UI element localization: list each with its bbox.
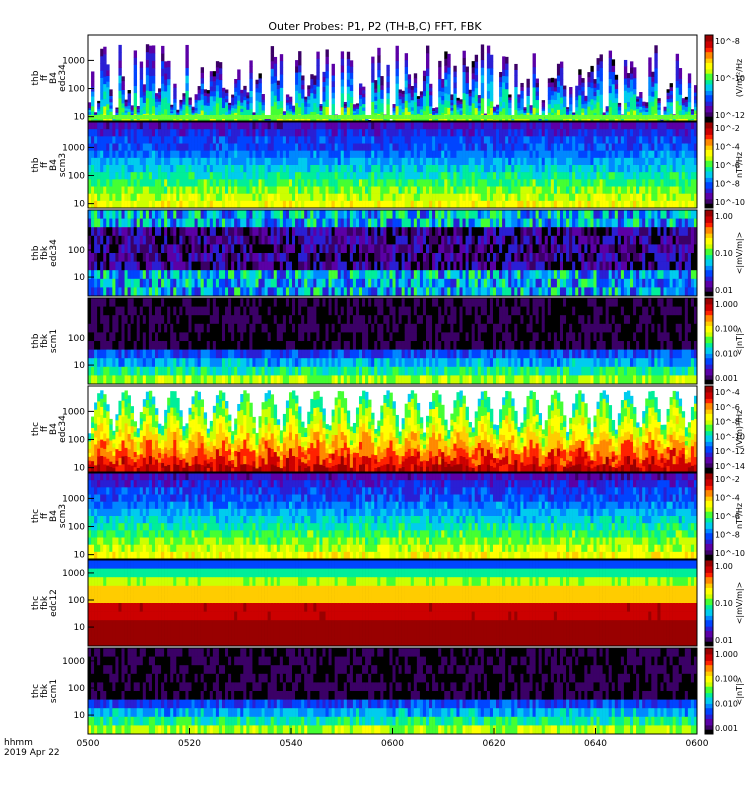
panel-label-line: scm1: [49, 679, 59, 703]
x-tick-label: 0540: [280, 739, 303, 749]
panel-label: thb fbk edc34: [31, 239, 59, 267]
panel-label: thc ff B4 scm3: [31, 504, 68, 528]
y-tick-label: 10: [74, 113, 86, 123]
colorbar-tick-label: 0.10: [715, 599, 733, 608]
colorbar-unit-label: <|nT|>: [735, 327, 744, 356]
y-tick-label: 100: [68, 246, 85, 256]
colorbar: 1.00 0.10 0.01 <|mV/m|>: [705, 210, 744, 296]
panel-label-line: edc34: [58, 64, 68, 92]
y-tick-label: 10: [74, 361, 86, 371]
y-tick-label: 10: [74, 623, 86, 633]
y-tick-label: 100: [68, 334, 85, 344]
panel-label-line: edc12: [49, 589, 59, 617]
colorbar-tick-label: 1.00: [715, 212, 733, 221]
y-tick-label: 10: [74, 200, 86, 210]
colorbar-tick-label: 10^-2: [715, 124, 740, 133]
colorbar: 10^-410^-610^-810^-1010^-1210^-14(V/m)²/…: [705, 386, 745, 472]
colorbar-unit-label: <|mV/m|>: [735, 232, 744, 275]
colorbar-unit-label: <|nT|>: [735, 677, 744, 706]
colorbar-tick-label: 1.000: [715, 300, 738, 309]
panel-thb-fbk-edc34: 100 10 thb fbk edc34 1.00 0.10 0.01 <|mV/m|>: [31, 210, 744, 296]
x-tick-label: 0500: [77, 739, 100, 749]
y-tick-label: 10: [74, 273, 86, 283]
colorbar-tick-label: 10^-10: [715, 198, 745, 207]
x-tick-label: 0600: [381, 739, 404, 749]
colorbar: 1.00 0.10 0.01 <|mV/m|>: [705, 560, 744, 646]
colorbar-tick-label: 10^-4: [715, 143, 740, 152]
colorbar-unit-label: nT²/Hz: [735, 503, 744, 529]
y-tick-label: 100: [68, 684, 85, 694]
x-tick-label: 0520: [178, 739, 201, 749]
panel-label-line: scm1: [49, 329, 59, 353]
colorbar-tick-label: 10^-8: [715, 37, 740, 46]
panel-label-line: scm3: [58, 504, 68, 528]
colorbar-tick-label: 1.00: [715, 562, 733, 571]
colorbar-unit-label: (V/m)²/Hz: [735, 59, 744, 97]
date-label: 2019 Apr 22: [4, 748, 60, 758]
panel-label: thb ff B4 scm3: [31, 153, 68, 177]
colorbar-tick-label: 10^-4: [715, 494, 740, 503]
colorbar-unit-label: (V/m)²/Hz: [735, 410, 744, 448]
colorbar-tick-label: 0.01: [715, 286, 733, 295]
colorbar-unit-label: nT²/Hz: [735, 152, 744, 178]
y-tick-label: 100: [68, 523, 85, 533]
x-tick-label: 0600: [686, 739, 709, 749]
y-tick-label: 100: [68, 85, 85, 95]
panel-label-line: edc34: [49, 239, 59, 267]
time-format-label: hhmm: [4, 738, 33, 748]
colorbar-tick-label: 10^-10: [715, 549, 745, 558]
colorbar-tick-label: 10^-8: [715, 531, 740, 540]
y-tick-label: 100: [68, 596, 85, 606]
y-tick-label: 10: [74, 551, 86, 561]
colorbar-tick-label: 10^-2: [715, 475, 740, 484]
colorbar-tick-label: 0.001: [715, 374, 738, 383]
panel-thc-fbk-edc12: 1000 100 10 thc fbk edc12 1.00 0.10 0.01 <|mV/m|>: [31, 560, 744, 646]
colorbar-tick-label: 0.10: [715, 249, 733, 258]
panel-label: thb fbk scm1: [31, 329, 59, 353]
y-tick-label: 100: [68, 172, 85, 182]
x-tick-label: 0640: [584, 739, 607, 749]
y-tick-label: 10: [74, 464, 86, 474]
panel-label: thc fbk edc12: [31, 589, 59, 617]
y-tick-label: 1000: [62, 494, 85, 504]
colorbar-tick-label: 0.001: [715, 724, 738, 733]
x-tick-label: 0620: [483, 739, 506, 749]
colorbar-tick-label: 10^-8: [715, 180, 740, 189]
panel-label: thc ff B4 edc34: [31, 415, 68, 443]
colorbar-tick-label: 0.01: [715, 636, 733, 645]
panel-label-line: edc34: [58, 415, 68, 443]
y-tick-label: 1000: [62, 657, 85, 667]
panel-label: thc fbk scm1: [31, 679, 59, 703]
y-tick-label: 1000: [62, 569, 85, 579]
colorbar-tick-label: 10^-12: [715, 111, 745, 120]
panel-label-line: scm3: [58, 153, 68, 177]
colorbar-tick-label: 10^-4: [715, 388, 740, 397]
y-tick-label: 100: [68, 436, 85, 446]
y-tick-label: 10: [74, 711, 86, 721]
colorbar-tick-label: 10^-14: [715, 462, 745, 471]
colorbar-unit-label: <|mV/m|>: [735, 582, 744, 625]
colorbar-tick-label: 1.000: [715, 650, 738, 659]
panel-label: thb ff B4 edc34: [31, 64, 68, 92]
y-tick-label: 1000: [62, 143, 85, 153]
